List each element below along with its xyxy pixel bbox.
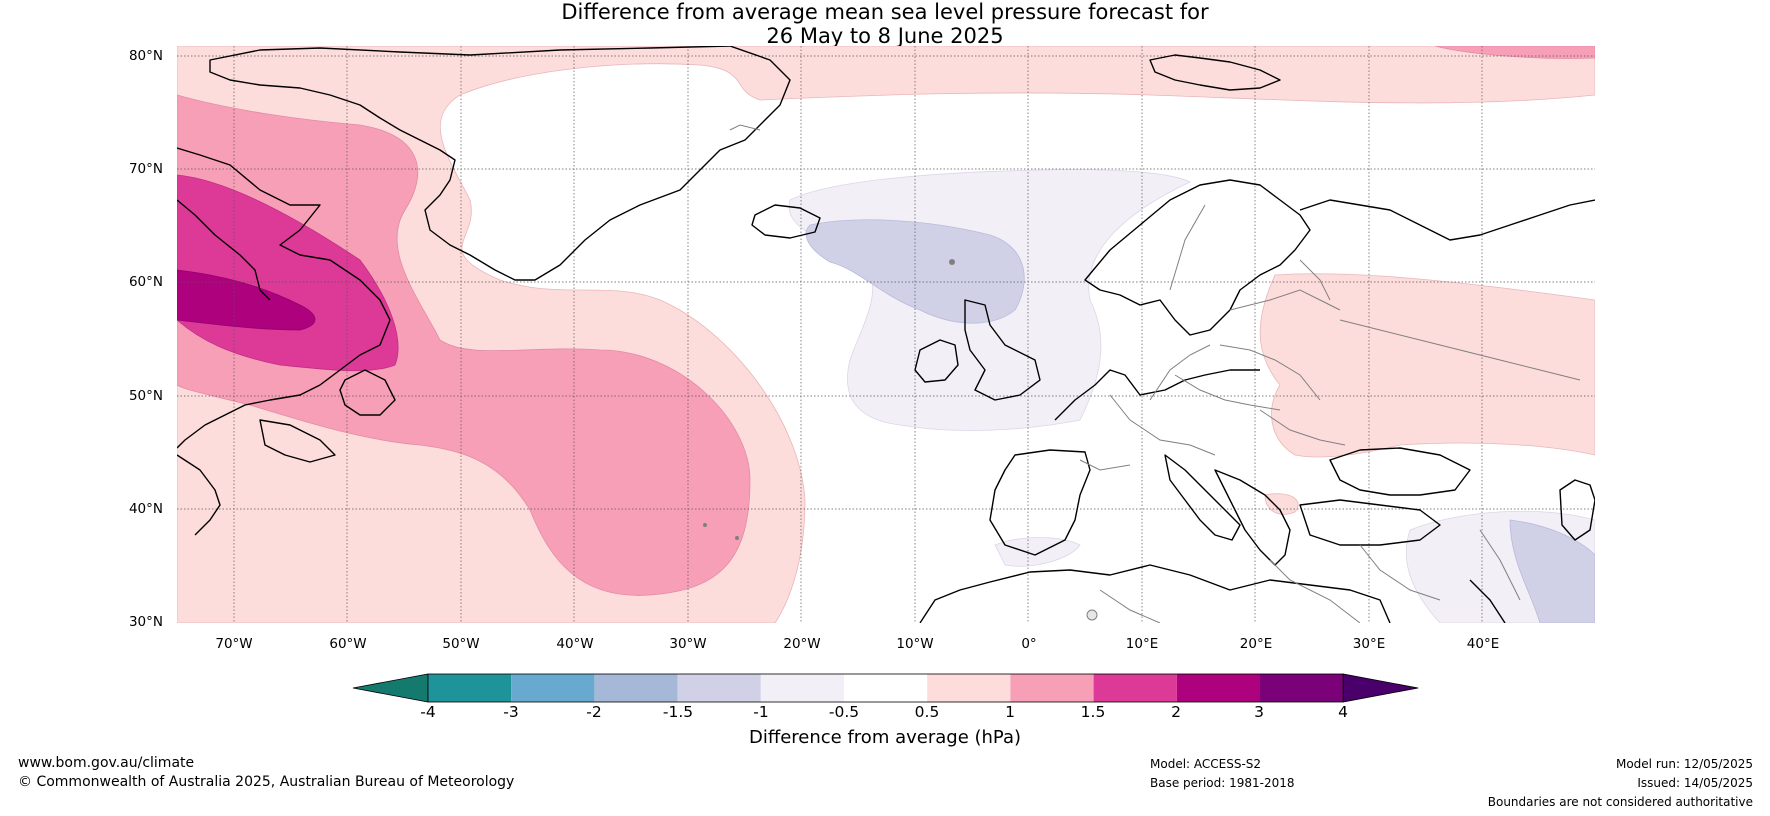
colorbar-label: 1 <box>1005 703 1015 721</box>
colorbar-swatch <box>511 674 595 702</box>
title-line-2: 26 May to 8 June 2025 <box>766 24 1004 48</box>
colorbar-swatch <box>594 674 678 702</box>
anomaly-area-pos-2-west <box>177 269 316 331</box>
balkans-greece-coast <box>1214 469 1291 566</box>
scandinavia-coast <box>1084 179 1311 336</box>
anomaly-area-neg-0.5-iberia <box>994 537 1081 567</box>
colorbar-label: -0.5 <box>828 703 860 721</box>
caspian-coast <box>1559 479 1595 541</box>
lon-tick-30e: 30°E <box>1352 636 1386 652</box>
labrador-coast <box>177 199 271 301</box>
colorbar-title: Difference from average (hPa) <box>748 727 1022 748</box>
lat-tick-50n: 50°N <box>128 388 163 404</box>
iberia-coast <box>989 449 1091 556</box>
red-sea-coast <box>1469 579 1506 623</box>
colorbar-label: -2 <box>586 703 602 721</box>
great-britain-coast <box>964 299 1041 401</box>
anomaly-area-pos-1-arctic <box>1434 46 1595 59</box>
lon-tick-40w: 40°W <box>556 636 594 652</box>
kola-russia-coast <box>1299 199 1595 241</box>
italy-coast <box>1164 454 1241 541</box>
greenland-coast <box>209 46 791 281</box>
colorbar-frame <box>427 673 1344 703</box>
lon-tick-70w: 70°W <box>215 636 253 652</box>
colorbar-swatch <box>1176 674 1260 702</box>
colorbar-arrow-high <box>1342 673 1419 703</box>
islands <box>703 259 1098 621</box>
country-borders <box>729 124 1581 623</box>
coastlines <box>177 46 1595 623</box>
colorbar <box>352 673 1419 703</box>
continental-europe-coast <box>1054 369 1260 421</box>
colorbar-label: 2 <box>1171 703 1181 721</box>
north-africa-coast <box>919 564 1391 623</box>
lon-tick-20e: 20°E <box>1239 636 1273 652</box>
iceland-coast <box>751 204 821 239</box>
colorbar-swatch <box>428 674 512 702</box>
black-sea-coast <box>1329 447 1471 496</box>
lon-tick-40e: 40°E <box>1466 636 1500 652</box>
footer-base-period: Base period: 1981-2018 <box>1150 776 1295 790</box>
anomaly-area-pos-1-west <box>177 94 751 596</box>
colorbar-label: 3 <box>1254 703 1264 721</box>
footer-website: www.bom.gov.au/climate <box>18 755 195 771</box>
turkey-coast <box>1299 499 1441 546</box>
colorbar-swatch <box>1093 674 1177 702</box>
map-title: Difference from average mean sea level p… <box>0 0 1770 48</box>
colorbar-swatch <box>1010 674 1094 702</box>
colorbar-label: -3 <box>503 703 519 721</box>
colorbar-label: -4 <box>420 703 436 721</box>
colorbar-label: -1.5 <box>662 703 694 721</box>
lon-tick-50w: 50°W <box>442 636 480 652</box>
lon-tick-0: 0° <box>1021 636 1037 652</box>
title-line-1: Difference from average mean sea level p… <box>561 0 1209 24</box>
anomaly-area-neg-1-middle-east <box>1509 519 1595 623</box>
lon-tick-30w: 30°W <box>669 636 707 652</box>
colorbar-label: -1 <box>753 703 769 721</box>
anomaly-area-pos-0.5-east <box>1259 273 1595 458</box>
colorbar-swatch <box>927 674 1011 702</box>
us-east-coast <box>177 454 221 536</box>
map-plot-area <box>177 46 1595 623</box>
colorbar-swatch <box>1260 674 1344 702</box>
colorbar-arrow-low <box>352 673 429 703</box>
lat-tick-60n: 60°N <box>128 274 163 290</box>
gridlines <box>177 46 1595 623</box>
lon-tick-10e: 10°E <box>1125 636 1159 652</box>
colorbar-label: 4 <box>1338 703 1348 721</box>
lon-tick-60w: 60°W <box>329 636 367 652</box>
lon-tick-10w: 10°W <box>896 636 934 652</box>
colorbar-swatch <box>844 674 928 702</box>
lat-tick-70n: 70°N <box>128 161 163 177</box>
footer-issued: Issued: 14/05/2025 <box>1637 776 1753 790</box>
lat-tick-30n: 30°N <box>128 614 163 630</box>
svalbard-coast <box>1149 54 1281 91</box>
ireland-coast <box>914 339 959 383</box>
footer-copyright: © Commonwealth of Australia 2025, Austra… <box>18 774 515 790</box>
footer-model: Model: ACCESS-S2 <box>1150 757 1262 771</box>
newfoundland-coast <box>339 369 396 416</box>
colorbar-label: 1.5 <box>1080 703 1106 721</box>
nova-scotia-coast <box>259 419 336 463</box>
colorbar-label: 0.5 <box>914 703 940 721</box>
north-america-coast <box>177 147 391 449</box>
footer-model-run: Model run: 12/05/2025 <box>1615 757 1753 771</box>
lon-tick-20w: 20°W <box>783 636 821 652</box>
colorbar-swatch <box>760 674 844 702</box>
lat-tick-40n: 40°N <box>128 501 163 517</box>
colorbar-swatch <box>677 674 761 702</box>
footer-disclaimer: Boundaries are not considered authoritat… <box>1487 795 1753 809</box>
lat-tick-80n: 80°N <box>128 48 163 64</box>
